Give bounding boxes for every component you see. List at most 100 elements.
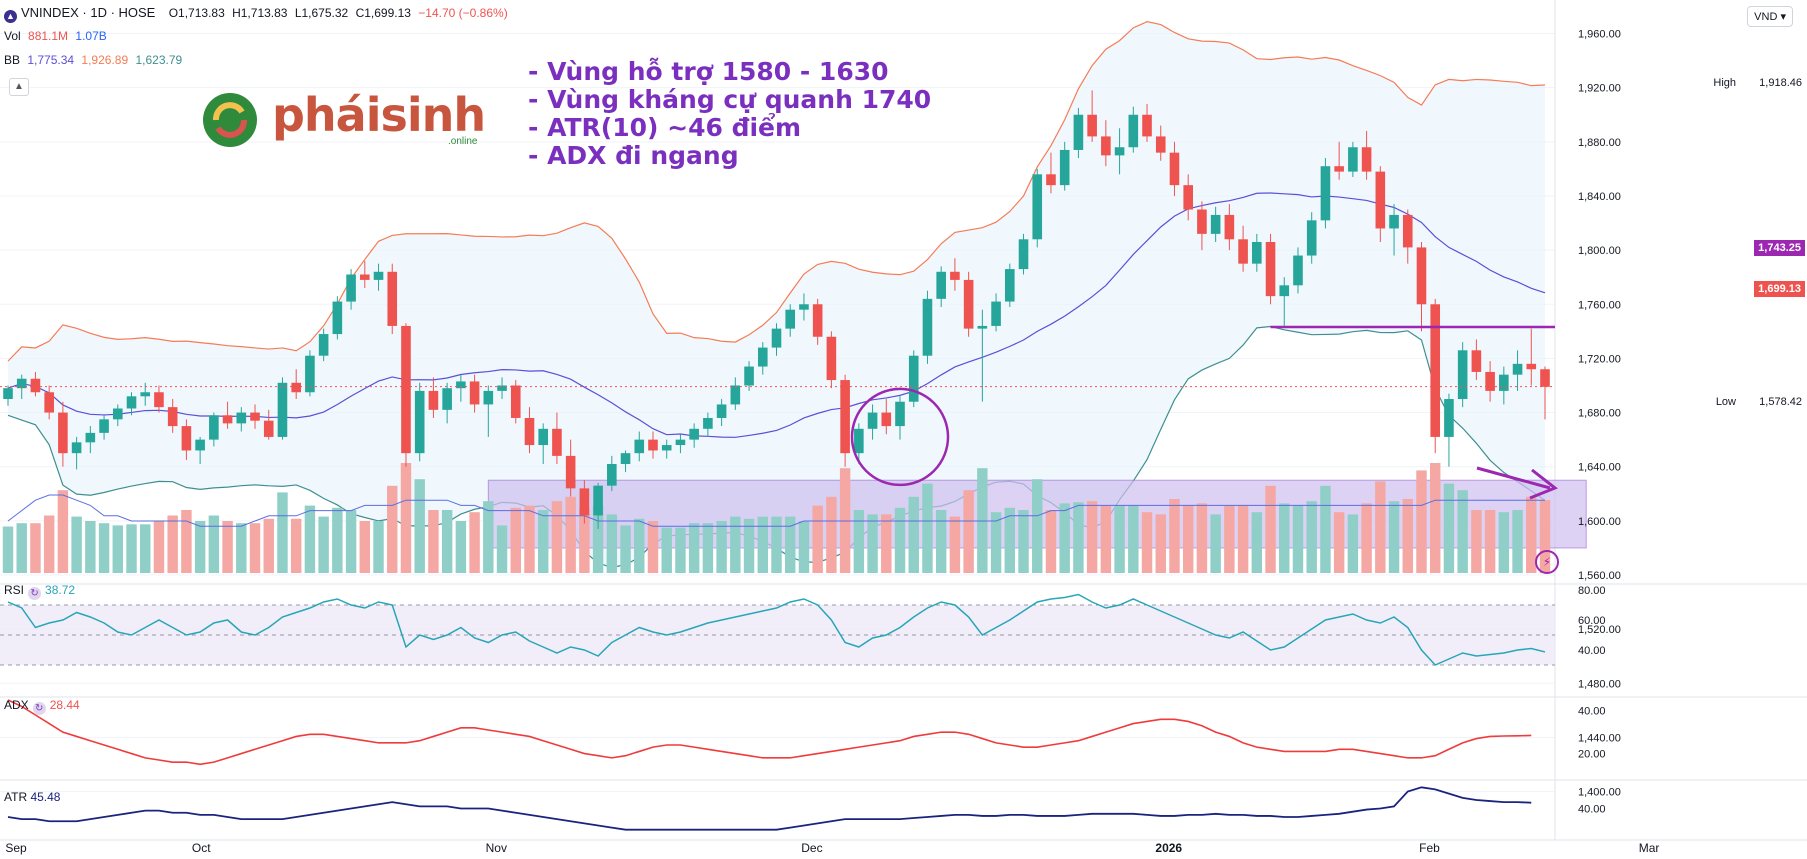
atr-legend[interactable]: ATR 45.48 — [4, 790, 60, 804]
candle-body — [1334, 166, 1344, 172]
volume-bar — [922, 483, 933, 573]
adx-pane — [7, 699, 1532, 766]
candle-body — [1430, 304, 1441, 437]
candle-body — [414, 390, 425, 454]
highlight-circle — [850, 387, 950, 487]
candle-body — [1485, 371, 1495, 391]
overlays — [0, 325, 1558, 500]
volume-bar — [414, 479, 425, 573]
annotation-line: - ADX đi ngang — [528, 141, 739, 170]
volume-bar — [1182, 505, 1194, 573]
volume-bar — [798, 521, 810, 573]
low-value: 1,578.42 — [1756, 395, 1805, 409]
currency-selector[interactable]: VND ▾ — [1747, 6, 1793, 27]
volume-bar — [592, 505, 604, 573]
annotation-line: - Vùng hỗ trợ 1580 - 1630 — [528, 57, 889, 86]
candle-body — [1169, 152, 1180, 186]
volume-bar — [359, 521, 371, 573]
indicator-tick-label: 40.00 — [1578, 804, 1606, 816]
volume-bar — [963, 490, 974, 573]
refresh-icon[interactable]: ↻ — [32, 702, 46, 715]
volume-bar — [1251, 512, 1263, 573]
time-tick-label: Sep — [5, 841, 27, 855]
high-label: High — [1710, 76, 1739, 90]
candle-body — [1361, 147, 1372, 172]
volume-bar — [181, 510, 192, 573]
volume-bar — [1498, 512, 1510, 573]
candle-body — [1073, 114, 1084, 150]
candle-body — [1004, 269, 1015, 302]
symbol-legend: ▲ VNINDEX · 1D · HOSE O1,713.83 H1,713.83… — [4, 5, 512, 23]
volume-bar — [524, 505, 535, 573]
rsi-legend[interactable]: RSI ↻ 38.72 — [4, 583, 75, 600]
candle-body — [1252, 242, 1262, 264]
ohlc-close: C1,699.13 — [355, 6, 411, 20]
price-tick-label: 1,840.00 — [1578, 191, 1621, 203]
candle-body — [854, 428, 864, 454]
candle-body — [1540, 369, 1550, 387]
volume-bar — [537, 510, 549, 573]
candle-body — [661, 445, 672, 451]
volume-bar — [400, 463, 412, 573]
volume-bar — [551, 501, 563, 573]
time-tick-label: 2026 — [1155, 841, 1182, 855]
time-tick-label: Nov — [486, 841, 507, 855]
indicator-tick-label: 60.00 — [1578, 615, 1606, 627]
candle-body — [1402, 214, 1413, 248]
candle-body — [1265, 242, 1276, 297]
volume-legend[interactable]: Vol 881.1M 1.07B — [4, 29, 111, 43]
volume-bar — [441, 510, 453, 573]
volume-bar — [496, 525, 508, 573]
volume-bar — [894, 507, 906, 573]
currency-label: VND — [1754, 11, 1778, 23]
atr-value: 45.48 — [30, 790, 61, 804]
volume-bar — [71, 516, 82, 573]
time-axis[interactable]: SepOctNovDec2026FebMarApr — [5, 841, 1807, 855]
volume-trend-arrow — [1476, 466, 1551, 490]
lightning-icon[interactable]: ⚡ — [1535, 550, 1559, 574]
candle-body — [648, 439, 658, 451]
refresh-icon[interactable]: ↻ — [28, 587, 42, 600]
bb-legend[interactable]: BB 1,775.34 1,926.89 1,623.79 — [4, 53, 186, 67]
volume-bar — [30, 523, 41, 573]
volume-bar — [85, 521, 96, 573]
annotation-line: - ATR(10) ~46 điểm — [528, 113, 802, 142]
candle-body — [1197, 209, 1207, 234]
bb-mid-line — [7, 192, 1546, 438]
volume-bar — [1457, 490, 1468, 573]
price-axis[interactable]: 1,960.00 1,920.00 1,880.00 1,840.00 1,800.00… — [1578, 29, 1621, 816]
volume-bar — [1141, 512, 1153, 573]
volume-bar — [510, 507, 521, 573]
candle-body — [675, 439, 686, 446]
volume-bar — [1306, 501, 1317, 573]
annotation-text[interactable]: - Vùng hỗ trợ 1580 - 1630 - Vùng kháng c… — [528, 58, 931, 170]
candle-body — [565, 455, 576, 489]
price-tick-label: 1,560.00 — [1578, 570, 1621, 582]
adx-legend[interactable]: ADX ↻ 28.44 — [4, 698, 80, 715]
candle-body — [167, 407, 178, 427]
volume-bar — [1265, 485, 1276, 573]
volume-bar — [565, 496, 576, 573]
annotation-line: - Vùng kháng cự quanh 1740 — [528, 85, 932, 114]
candle-body — [469, 381, 480, 405]
volume-bar — [1073, 502, 1084, 573]
volume-bar — [98, 523, 110, 573]
candle-body — [1416, 247, 1427, 305]
collapse-legend-button[interactable]: ▲ — [9, 78, 29, 96]
volume-bar — [318, 516, 329, 573]
rsi-line — [7, 593, 1546, 666]
price-tick-label: 1,960.00 — [1578, 29, 1621, 41]
volume-ma-line — [7, 494, 1545, 527]
candle-body — [1210, 214, 1221, 234]
rsi-value: 38.72 — [45, 583, 76, 597]
low-label: Low — [1712, 395, 1739, 409]
candle-body — [497, 385, 507, 391]
candle-body — [277, 382, 288, 437]
indicator-tick-label: 20.00 — [1578, 749, 1606, 761]
vol-label: Vol — [4, 29, 21, 43]
symbol-title[interactable]: VNINDEX · 1D · HOSE — [21, 5, 156, 20]
volume-bar — [826, 496, 837, 573]
indicator-tick-label: 40.00 — [1578, 645, 1606, 657]
volume-bar — [702, 523, 714, 573]
